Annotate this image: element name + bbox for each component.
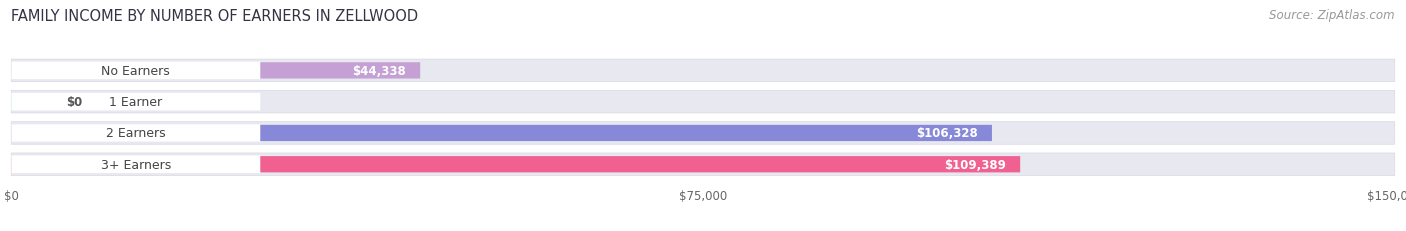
- FancyBboxPatch shape: [11, 125, 260, 142]
- Text: $44,338: $44,338: [353, 65, 406, 78]
- Text: $109,389: $109,389: [945, 158, 1007, 171]
- FancyBboxPatch shape: [11, 94, 44, 110]
- FancyBboxPatch shape: [11, 156, 1021, 173]
- Text: 1 Earner: 1 Earner: [110, 96, 162, 109]
- FancyBboxPatch shape: [11, 63, 420, 79]
- Text: $0: $0: [66, 96, 83, 109]
- Text: FAMILY INCOME BY NUMBER OF EARNERS IN ZELLWOOD: FAMILY INCOME BY NUMBER OF EARNERS IN ZE…: [11, 9, 419, 24]
- Text: 2 Earners: 2 Earners: [105, 127, 166, 140]
- Text: 3+ Earners: 3+ Earners: [101, 158, 172, 171]
- FancyBboxPatch shape: [11, 125, 993, 142]
- Text: No Earners: No Earners: [101, 65, 170, 78]
- FancyBboxPatch shape: [11, 122, 1395, 145]
- Text: $106,328: $106,328: [917, 127, 979, 140]
- FancyBboxPatch shape: [11, 60, 1395, 82]
- Text: Source: ZipAtlas.com: Source: ZipAtlas.com: [1270, 9, 1395, 22]
- FancyBboxPatch shape: [11, 91, 1395, 113]
- FancyBboxPatch shape: [11, 62, 260, 80]
- FancyBboxPatch shape: [11, 94, 260, 111]
- FancyBboxPatch shape: [11, 156, 260, 173]
- FancyBboxPatch shape: [11, 153, 1395, 176]
